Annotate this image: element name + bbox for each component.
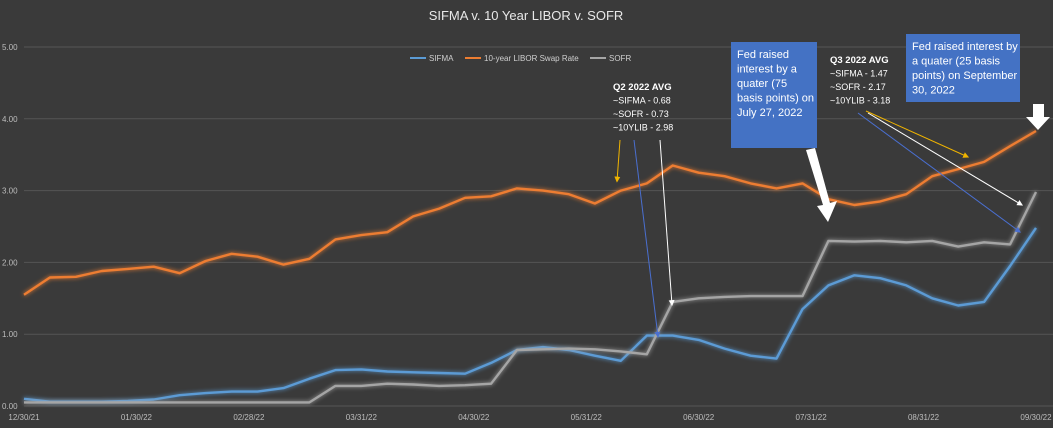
q2-arrow-sifma: [633, 139, 661, 338]
q3-avg-text: ~SIFMA - 1.47: [830, 69, 888, 79]
q2-avg-text: Q2 2022 AVG: [613, 82, 672, 93]
q2-avg-text: ~10YLIB - 2.98: [613, 123, 673, 133]
q3-arrow-sifma: [857, 112, 1021, 233]
x-tick-label: 05/31/22: [571, 413, 603, 422]
callout-text-sept: Fed raised interest by: [912, 41, 1018, 53]
y-tick-label: 2.00: [2, 258, 18, 267]
q3-avg-text: Q3 2022 AVG: [830, 55, 889, 66]
y-tick-label: 4.00: [2, 115, 18, 124]
q2-arrow-libor: [614, 139, 621, 183]
series-line: [23, 129, 1037, 296]
x-tick-label: 09/30/22: [1020, 413, 1052, 422]
series-line: [24, 191, 1038, 404]
callout-text-sept: points) on September: [912, 70, 1018, 82]
x-tick-label: 08/31/22: [908, 413, 940, 422]
y-tick-label: 3.00: [2, 187, 18, 196]
chart-title: SIFMA v. 10 Year LIBOR v. SOFR: [429, 8, 624, 23]
callout-text-july: basis points) on: [737, 93, 814, 105]
callout-text-july: Fed raised: [737, 49, 789, 61]
fed-july-block-arrow: [806, 148, 837, 222]
q2-avg-text: ~SOFR - 0.73: [613, 109, 669, 119]
q3-avg-text: ~SOFR - 2.17: [830, 82, 886, 92]
callout-box-july: [731, 42, 817, 148]
q2-arrow-sofr: [659, 139, 675, 307]
legend-label: SOFR: [609, 54, 631, 63]
x-tick-label: 01/30/22: [121, 413, 153, 422]
fed-sept-block-arrow: [1026, 104, 1050, 130]
x-tick-label: 04/30/22: [458, 413, 490, 422]
callout-text-july: quater (75: [737, 78, 787, 90]
callout-text-july: interest by a: [737, 64, 798, 76]
x-tick-label: 02/28/22: [233, 413, 265, 422]
callout-text-sept: a quater (25 basis: [912, 56, 1001, 68]
callout-text-sept: 30, 2022: [912, 85, 955, 97]
q3-arrow-libor: [865, 110, 970, 158]
y-tick-label: 5.00: [2, 43, 18, 52]
x-tick-label: 03/31/22: [346, 413, 378, 422]
x-tick-label: 07/31/22: [796, 413, 828, 422]
q3-avg-text: ~10YLIB - 3.18: [830, 96, 890, 106]
q2-avg-text: ~SIFMA - 0.68: [613, 96, 671, 106]
x-tick-label: 06/30/22: [683, 413, 715, 422]
y-tick-label: 1.00: [2, 330, 18, 339]
legend-label: SIFMA: [429, 54, 454, 63]
callout-text-july: July 27, 2022: [737, 107, 802, 119]
y-tick-label: 0.00: [2, 402, 18, 411]
q3-arrow-sofr: [867, 112, 1024, 206]
series-line: [23, 227, 1037, 403]
x-tick-label: 12/30/21: [8, 413, 40, 422]
legend-label: 10-year LIBOR Swap Rate: [484, 54, 579, 63]
callout-box-sept: [906, 34, 1020, 102]
